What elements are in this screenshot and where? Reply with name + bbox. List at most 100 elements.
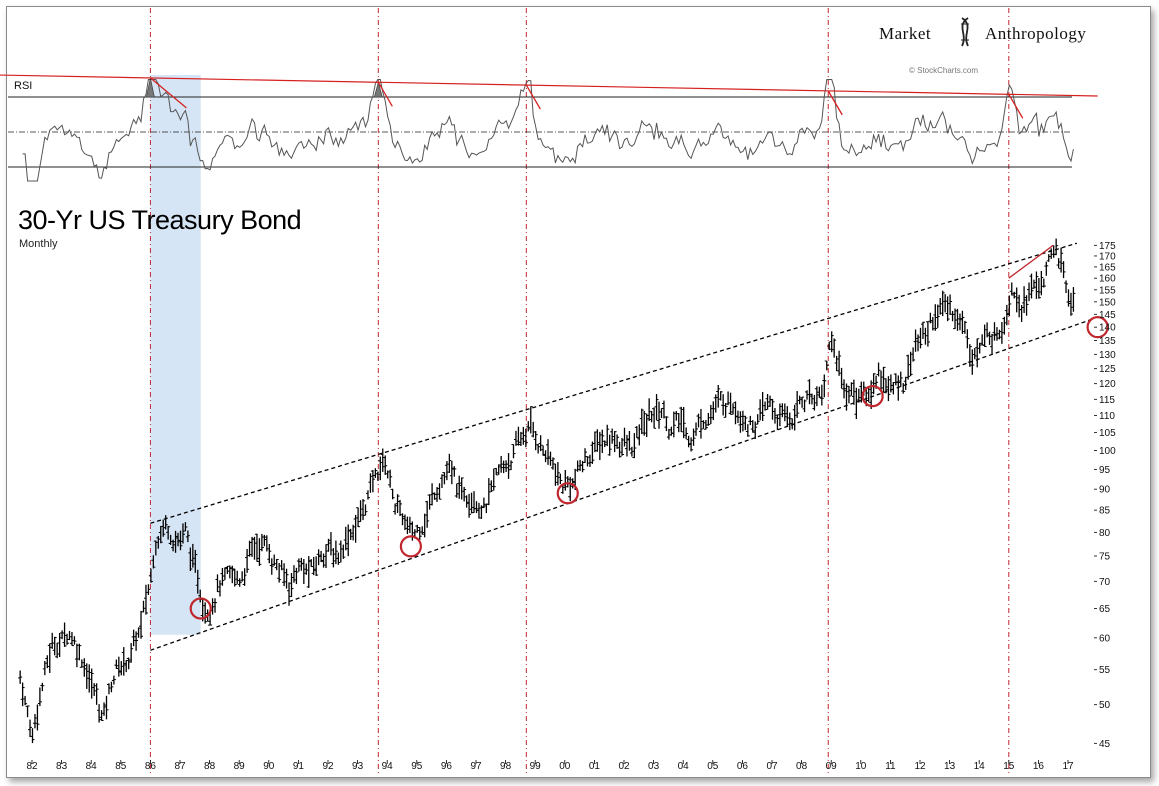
price-bar [731,403,736,415]
price-bar [32,714,37,729]
price-bar [1054,238,1059,256]
price-bar [679,406,684,433]
price-bar [750,420,755,433]
price-bar [331,548,336,568]
price-bar [1061,261,1066,279]
price-bar [701,420,706,429]
price-bar [676,413,681,433]
price-bar [213,598,218,613]
price-bar [435,487,440,502]
price-bar [809,393,814,405]
price-bar [35,704,40,731]
price-bar [792,404,797,431]
x-tick-label: 87 [174,761,186,772]
x-tick-label: 17 [1062,761,1074,772]
rsi-divergence-line [525,84,541,110]
price-bar [348,528,353,540]
price-bar [740,410,745,432]
price-bar [351,524,356,541]
price-bar [706,412,711,426]
price-bar [854,387,859,420]
y-tick-label: 160 [1099,274,1116,285]
price-bar [681,406,686,439]
price-bar [994,327,999,341]
price-bar [777,403,782,427]
price-bar [294,567,299,585]
price-bar [139,610,144,639]
price-bar [259,533,264,552]
y-tick-label: 60 [1099,633,1111,644]
price-bar [689,437,694,452]
chart-subtitle: Monthly [19,238,58,250]
price-bar [541,445,546,456]
price-bar [718,391,723,401]
price-bar [945,296,950,322]
rsi-panel [0,74,1098,182]
price-bar [417,527,422,540]
x-tick-label: 13 [944,761,956,772]
price-bar [62,622,67,647]
price-bar [193,549,198,573]
price-bar [74,643,79,668]
price-bar [960,310,965,334]
rsi-divergence-line [827,90,843,116]
price-bar [306,556,311,588]
price-bar [178,530,183,551]
price-bar [183,522,188,532]
price-bar [267,543,272,564]
price-bar [158,525,163,544]
x-tick-label: 90 [263,761,275,772]
price-bar [819,384,824,406]
price-bar [647,398,652,422]
price-bar [262,534,267,547]
channel-lower-line [150,318,1092,651]
annotation-layer [189,244,1109,620]
y-tick-label: 65 [1099,604,1111,615]
price-bar [511,444,516,459]
rsi-label: RSI [14,80,32,92]
price-bar [1044,261,1049,276]
price-bar [790,418,795,430]
circled-low [1086,316,1109,339]
x-tick-label: 02 [618,761,630,772]
price-bar [336,552,341,565]
x-tick-label: 00 [559,761,571,772]
y-tick-label: 175 [1099,241,1116,252]
price-bar [378,456,383,481]
price-bar [669,426,674,436]
x-tick-label: 84 [86,761,98,772]
y-tick-label: 130 [1099,350,1116,361]
price-bar [817,386,822,398]
brand-right: Anthropology [985,24,1086,43]
price-bar [528,406,533,434]
price-bar [587,454,592,467]
price-bar [242,568,247,586]
y-tick-label: 170 [1099,251,1116,262]
price-bar [250,536,255,557]
price-bar [844,383,849,411]
price-bar [506,453,511,479]
price-bar [627,431,632,451]
price-bar [279,560,284,571]
price-bar [84,663,89,689]
price-bar [227,565,232,579]
price-bar [849,382,854,396]
price-bar [316,549,321,566]
price-bar [661,400,666,419]
y-tick-label: 150 [1099,297,1116,308]
price-bar [454,483,459,498]
price-bar [965,329,970,349]
price-bar [703,419,708,430]
price-bar [513,430,518,446]
price-bar [116,656,121,677]
price-bar [264,535,269,552]
price-bar [161,519,166,537]
price-bar [65,633,70,645]
price-bar [284,568,289,589]
price-bar [883,378,888,394]
price-bar [77,643,82,661]
price-bar [686,435,691,448]
x-tick-label: 88 [204,761,216,772]
price-bar [536,443,541,454]
